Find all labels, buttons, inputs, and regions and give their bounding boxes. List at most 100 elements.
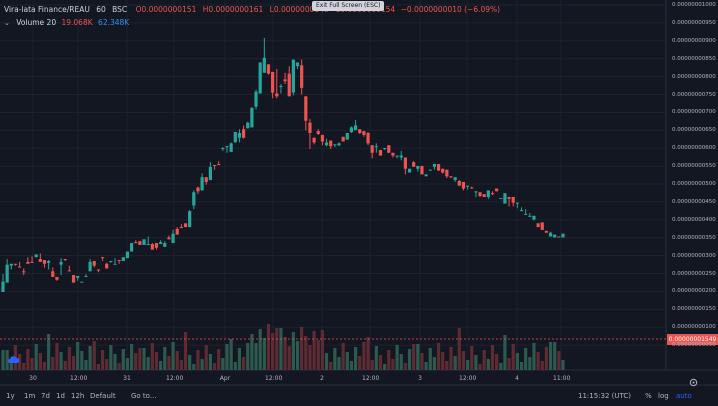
candle-body <box>412 162 416 167</box>
price-axis-label: 0.00000000350 <box>672 234 716 241</box>
volume-bar <box>275 328 279 370</box>
volume-bar <box>283 337 287 370</box>
candle-body <box>353 125 358 131</box>
candle-body <box>420 165 424 175</box>
volume-bar <box>366 337 370 370</box>
volume-bar <box>519 362 524 370</box>
volume-bar <box>221 358 225 370</box>
goto-button[interactable]: Go to... <box>131 392 157 400</box>
volume-bar <box>47 334 51 370</box>
candle-body <box>495 188 499 192</box>
time-axis-label: 12:00 <box>459 375 477 382</box>
volume-bar <box>416 344 420 370</box>
volume-value-ma: 62.348K <box>98 18 130 27</box>
candle-body <box>96 269 101 271</box>
price-axis-label: 0.00000000450 <box>672 198 716 205</box>
candle-body <box>341 136 345 142</box>
candle-body <box>188 211 192 228</box>
candle-body <box>13 263 18 265</box>
volume-bar <box>316 340 320 370</box>
candle-body <box>333 144 337 146</box>
log-toggle[interactable]: log <box>658 392 669 400</box>
volume-bar <box>436 343 441 370</box>
volume-bar <box>179 360 183 370</box>
volume-bar <box>378 355 383 370</box>
time-axis-label: Apr <box>219 375 231 382</box>
volume-bar <box>544 347 549 370</box>
volume-bar <box>146 357 150 370</box>
candle-body <box>316 131 320 134</box>
volume-bar <box>105 359 109 370</box>
volume-bar <box>524 348 528 370</box>
candle-body <box>424 174 428 177</box>
volume-bar <box>92 341 96 370</box>
volume-bar <box>432 357 437 370</box>
candle-body <box>324 142 329 146</box>
candle-body <box>237 133 242 138</box>
volume-bar <box>333 348 337 370</box>
percent-toggle[interactable]: % <box>645 392 652 400</box>
candle-body <box>436 164 441 171</box>
candle-body <box>407 168 412 173</box>
volume-bar <box>553 342 557 370</box>
volume-bar <box>109 345 113 370</box>
volume-bar <box>67 347 71 370</box>
price-axis-label: 0.00000000200 <box>672 288 716 295</box>
gear-icon[interactable] <box>689 372 698 387</box>
candle-body <box>88 261 92 272</box>
candle-body <box>117 260 121 262</box>
volume-bar <box>499 363 503 370</box>
volume-bar <box>457 328 461 370</box>
volume-bar <box>142 348 146 370</box>
volume-bar <box>449 347 453 370</box>
candle-body <box>291 59 295 93</box>
candle-body <box>171 233 175 244</box>
candle-body <box>183 223 188 228</box>
volume-bar <box>88 346 92 370</box>
range-12h[interactable]: 12h <box>71 392 85 400</box>
cloud-logo-icon[interactable] <box>7 349 20 363</box>
candle-body <box>250 107 254 128</box>
candle-body <box>217 164 221 166</box>
volume-bar <box>304 336 308 370</box>
candle-body <box>478 192 482 197</box>
candle-body <box>105 263 109 269</box>
volume-legend-label[interactable]: Volume 20 <box>16 18 57 27</box>
default-button[interactable]: Default <box>90 392 116 400</box>
range-1y[interactable]: 1y <box>6 392 15 400</box>
range-1m[interactable]: 1m <box>24 392 36 400</box>
candle-body <box>490 193 495 195</box>
volume-bar <box>121 349 125 370</box>
volume-bar <box>395 345 399 370</box>
interval-label[interactable]: 60 <box>96 5 106 14</box>
time-axis-label: 12:00 <box>70 375 88 382</box>
candle-body <box>536 223 540 228</box>
utc-clock[interactable]: 11:15:32 (UTC) <box>578 392 632 400</box>
volume-bar <box>399 354 403 370</box>
volume-bar <box>196 350 200 370</box>
volume-bar <box>262 338 266 370</box>
volume-bar <box>279 328 283 370</box>
candle-body <box>300 65 304 88</box>
volume-bar <box>353 347 358 370</box>
ohlc-change: −0.0000000010 (−6.09%) <box>400 5 501 14</box>
volume-bar <box>478 364 482 370</box>
volume-bar <box>532 343 536 370</box>
volume-bar <box>237 348 242 370</box>
range-7d[interactable]: 7d <box>41 392 50 400</box>
price-axis-label: 0.00000000550 <box>672 163 716 170</box>
candle-body <box>461 181 466 189</box>
candle-body <box>5 264 9 283</box>
time-axis-label: 4 <box>515 375 519 382</box>
candle-body <box>312 137 316 143</box>
volume-bar <box>154 352 159 370</box>
chevron-down-icon[interactable]: ⌄ <box>4 19 10 27</box>
candle-body <box>387 145 391 153</box>
auto-toggle[interactable]: auto <box>676 392 692 400</box>
candle-body <box>30 261 34 263</box>
symbol-title[interactable]: Vira-lata Finance/REAU <box>4 5 90 14</box>
volume-bar <box>370 360 374 370</box>
range-1d[interactable]: 1d <box>56 392 65 400</box>
